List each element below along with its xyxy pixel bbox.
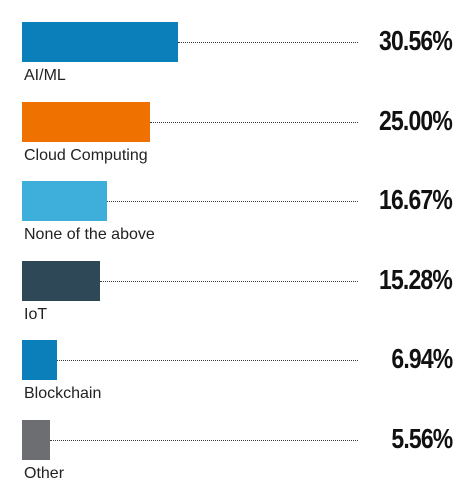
bar-row: None of the above 16.67% [0, 181, 468, 259]
value-label: 16.67% [379, 184, 453, 215]
leader-line [149, 121, 358, 123]
bar [22, 22, 178, 62]
value-label: 30.56% [379, 25, 453, 56]
bar [22, 340, 58, 380]
leader-line [178, 42, 358, 43]
value-label: 6.94% [390, 343, 453, 374]
leader-line [57, 360, 358, 361]
value-label: 25.00% [379, 104, 453, 136]
category-label: AI/ML [24, 67, 66, 84]
category-label: Cloud Computing [24, 146, 148, 164]
value-label: 5.56% [390, 422, 453, 454]
bar [22, 101, 150, 142]
value-label: 15.28% [379, 263, 453, 295]
bar-row: IoT 15.28% [0, 260, 468, 339]
leader-line [107, 201, 358, 202]
bar [22, 419, 51, 460]
category-label: Other [24, 464, 65, 482]
category-label: IoT [24, 305, 48, 323]
category-label: Blockchain [24, 385, 102, 402]
bar-row: AI/ML 30.56% [0, 22, 468, 100]
bar-row: Other 5.56% [0, 419, 468, 498]
leader-line [100, 280, 358, 282]
bar [22, 260, 100, 301]
leader-line [50, 439, 358, 441]
bar [22, 181, 108, 221]
category-label: None of the above [24, 226, 155, 243]
bar-row: Blockchain 6.94% [0, 340, 468, 418]
bar-row: Cloud Computing 25.00% [0, 101, 468, 180]
